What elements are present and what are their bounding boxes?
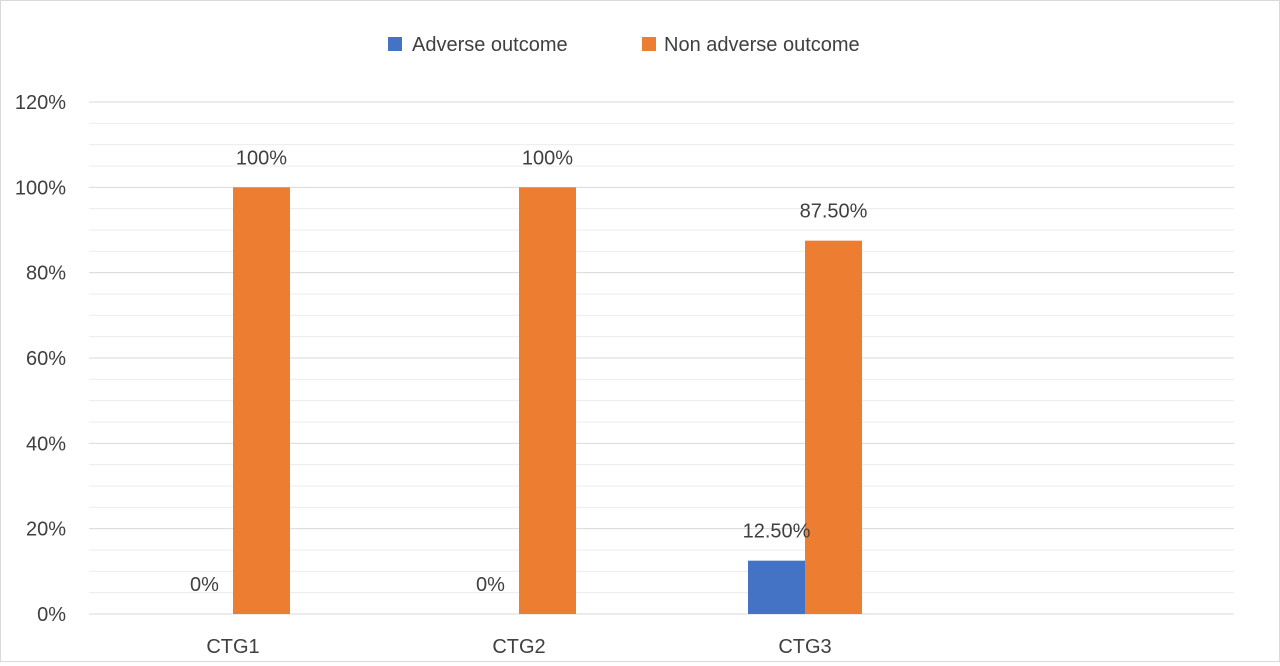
bar-non-adverse-ctg2 xyxy=(519,187,576,615)
x-tick-label: CTG2 xyxy=(492,636,545,658)
data-labels: 0% 100% 0% 100% 12.50% 87.50% xyxy=(190,147,868,596)
data-label: 0% xyxy=(476,574,505,596)
bar-adverse-ctg3 xyxy=(748,560,805,614)
legend: Adverse outcome Non adverse outcome xyxy=(388,34,860,56)
x-tick-label: CTG1 xyxy=(206,636,259,658)
bar-non-adverse-ctg3 xyxy=(805,240,862,614)
y-tick-label: 60% xyxy=(26,348,66,370)
y-axis: 0% 20% 40% 60% 80% 100% 120% xyxy=(15,92,66,626)
data-label: 0% xyxy=(190,574,219,596)
legend-swatch xyxy=(388,37,402,51)
legend-label: Adverse outcome xyxy=(412,34,568,56)
legend-swatch xyxy=(642,37,656,51)
y-tick-label: 0% xyxy=(37,604,66,626)
legend-label: Non adverse outcome xyxy=(664,34,860,56)
data-label: 12.50% xyxy=(743,521,811,543)
y-tick-label: 100% xyxy=(15,177,66,199)
y-tick-label: 20% xyxy=(26,519,66,541)
bars xyxy=(233,187,862,615)
data-label: 87.50% xyxy=(800,201,868,223)
y-tick-label: 120% xyxy=(15,92,66,114)
data-label: 100% xyxy=(522,147,573,169)
x-tick-label: CTG3 xyxy=(778,636,831,658)
y-tick-label: 80% xyxy=(26,263,66,285)
x-axis: CTG1 CTG2 CTG3 xyxy=(206,636,831,658)
bar-non-adverse-ctg1 xyxy=(233,187,290,615)
data-label: 100% xyxy=(236,147,287,169)
y-tick-label: 40% xyxy=(26,433,66,455)
